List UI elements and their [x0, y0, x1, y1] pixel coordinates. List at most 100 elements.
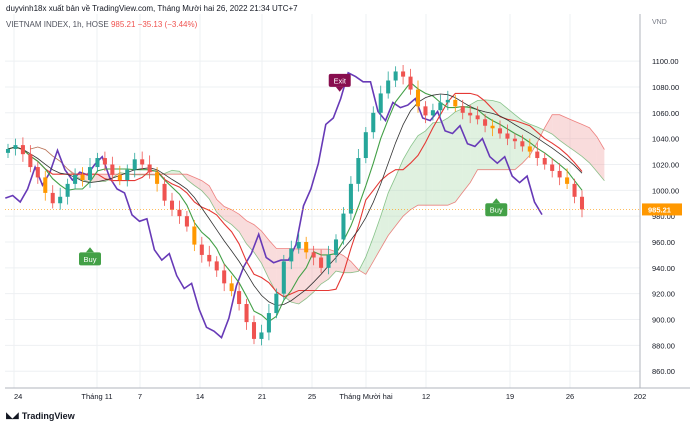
y-tick-label: 860.00 [652, 367, 675, 376]
candle [304, 242, 309, 253]
candle [35, 167, 40, 178]
candle [319, 257, 324, 268]
candle [289, 248, 294, 262]
x-tick-label: 26 [566, 392, 574, 401]
candle [572, 183, 577, 197]
candle [207, 254, 212, 262]
cloud-segment [268, 240, 277, 293]
cloud-segment [239, 214, 247, 244]
x-tick-label: 14 [196, 392, 204, 401]
candle [110, 164, 115, 175]
candle [95, 158, 100, 168]
candle [333, 239, 339, 255]
cloud-segment [574, 121, 582, 157]
cloud-segment [432, 122, 441, 206]
candle [73, 174, 78, 184]
cloud-segment [388, 176, 396, 236]
last-price-text: 985.21 [110, 20, 136, 29]
candle [28, 154, 33, 168]
conversion-line [7, 81, 583, 323]
candle [393, 71, 398, 81]
candle [229, 283, 234, 292]
candle [423, 106, 428, 116]
candle [266, 313, 271, 333]
candle [58, 196, 63, 204]
cloud-segment [209, 185, 217, 213]
candle [386, 80, 391, 94]
candle [162, 183, 167, 201]
candle [132, 159, 137, 170]
cloud-segment [582, 124, 590, 163]
candle [415, 89, 421, 107]
cloud-segment [224, 206, 232, 225]
candle [483, 119, 488, 126]
cloud-segment [410, 135, 418, 210]
symbol-line: VIETNAM INDEX, 1h, HOSE 985.21 −35.13 (−… [6, 20, 197, 29]
candle [102, 158, 107, 165]
tradingview-logo-icon: ◣◢ [6, 410, 19, 420]
candle [87, 167, 93, 180]
signal-marker-arrow [492, 198, 501, 204]
candle [468, 112, 473, 116]
cloud-segment [336, 251, 344, 273]
cloud-segment [254, 224, 262, 264]
candle [169, 200, 175, 210]
cloud-segment [216, 199, 225, 220]
candle [140, 159, 145, 165]
brand-text: TradingView [21, 410, 75, 421]
candle [512, 138, 517, 142]
cloud-segment [544, 114, 553, 135]
candle [430, 110, 435, 116]
candle [13, 145, 18, 149]
cloud-segment [522, 120, 530, 164]
change-text: −35.13 (−3.44%) [137, 20, 198, 29]
candle [579, 196, 585, 210]
y-axis-unit-label: VND [652, 19, 667, 26]
cloud-segment [440, 118, 448, 206]
cloud-segment [425, 122, 433, 206]
cloud-segment [97, 174, 105, 182]
cloud-segment [403, 146, 411, 217]
cloud-segment [596, 136, 605, 181]
x-tick-label: 25 [308, 392, 316, 401]
candle [259, 332, 264, 339]
signal-marker-arrow [86, 247, 94, 253]
y-tick-label: 960.00 [652, 238, 675, 247]
candle [401, 71, 406, 77]
cloud-segment [380, 192, 389, 249]
signal-marker [79, 252, 101, 266]
y-tick-label: 920.00 [652, 290, 675, 299]
candle [348, 183, 353, 214]
candle [296, 242, 301, 249]
candle [490, 125, 495, 129]
candle [363, 132, 368, 159]
tradingview-logo[interactable]: ◣◢ TradingView [6, 410, 75, 421]
x-tick-label: 7 [138, 392, 142, 401]
candle [125, 169, 130, 180]
candle [244, 304, 249, 323]
signal-marker-label: Buy [84, 255, 97, 264]
candle [445, 99, 450, 103]
signal-marker-label: Exit [333, 76, 346, 85]
x-tick-label: 21 [258, 392, 266, 401]
lagging-span-line [5, 71, 543, 339]
x-tick-label: Tháng Mười hai [339, 392, 393, 401]
candle [565, 177, 570, 184]
cloud-segment [373, 216, 381, 262]
last-price-tag-label: 985.21 [648, 205, 671, 214]
y-tick-label: 880.00 [652, 341, 675, 350]
candle [281, 261, 286, 294]
y-tick-label: 900.00 [652, 316, 675, 325]
candle [378, 93, 383, 113]
y-tick-label: 1020.00 [652, 160, 679, 169]
base-line [7, 92, 583, 298]
candle [199, 244, 204, 255]
candle [50, 192, 55, 204]
candle [237, 291, 242, 305]
cloud-segment [455, 108, 463, 202]
candle [184, 216, 189, 227]
y-tick-label: 1000.00 [652, 186, 679, 195]
signal-marker [328, 73, 351, 87]
x-tick-label: 24 [14, 392, 22, 401]
